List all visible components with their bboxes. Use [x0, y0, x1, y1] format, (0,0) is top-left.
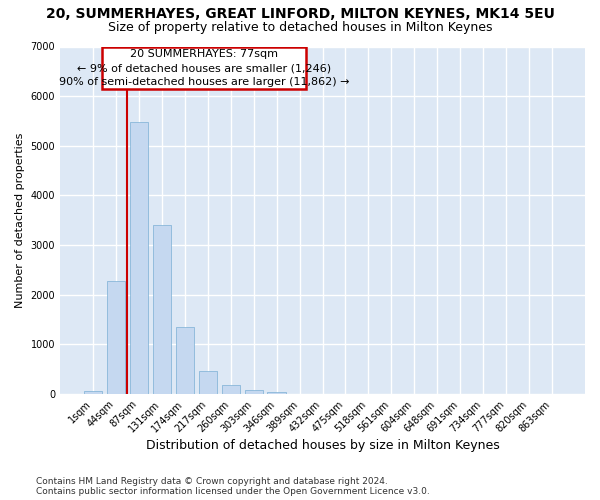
Text: 20 SUMMERHAYES: 77sqm
← 9% of detached houses are smaller (1,246)
90% of semi-de: 20 SUMMERHAYES: 77sqm ← 9% of detached h…: [59, 49, 350, 87]
Bar: [199, 371, 217, 394]
Bar: [153, 226, 171, 394]
Bar: [245, 390, 263, 394]
X-axis label: Distribution of detached houses by size in Milton Keynes: Distribution of detached houses by size …: [146, 440, 499, 452]
Bar: [176, 327, 194, 394]
Text: Size of property relative to detached houses in Milton Keynes: Size of property relative to detached ho…: [108, 21, 492, 34]
Bar: [130, 122, 148, 394]
Bar: [268, 392, 286, 394]
Bar: [107, 281, 125, 394]
Bar: [102, 48, 307, 88]
Y-axis label: Number of detached properties: Number of detached properties: [15, 132, 25, 308]
Text: Contains public sector information licensed under the Open Government Licence v3: Contains public sector information licen…: [36, 487, 430, 496]
Text: Contains HM Land Registry data © Crown copyright and database right 2024.: Contains HM Land Registry data © Crown c…: [36, 477, 388, 486]
Bar: [221, 384, 240, 394]
Text: 20, SUMMERHAYES, GREAT LINFORD, MILTON KEYNES, MK14 5EU: 20, SUMMERHAYES, GREAT LINFORD, MILTON K…: [46, 8, 554, 22]
Bar: [84, 391, 102, 394]
